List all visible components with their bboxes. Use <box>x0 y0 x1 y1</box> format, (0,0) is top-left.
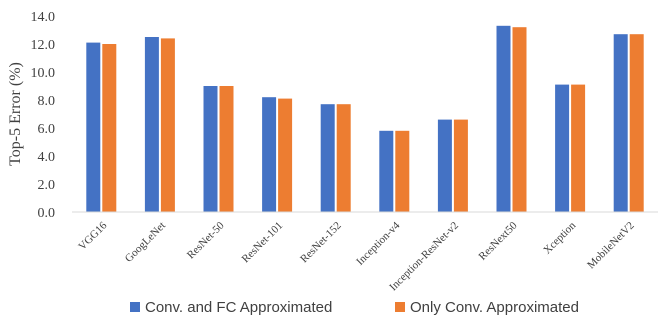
bar <box>379 130 394 212</box>
bar <box>496 25 511 212</box>
bar <box>453 119 468 212</box>
y-axis: 0.0 2.0 4.0 6.0 8.0 10.0 12.0 14.0 <box>31 10 56 221</box>
bar <box>336 104 351 212</box>
bar <box>555 84 570 212</box>
y-tick-label: 0.0 <box>38 206 56 221</box>
y-tick-label: 6.0 <box>38 122 56 137</box>
bar <box>395 130 410 212</box>
x-tick-label: GoogLeNet <box>123 220 168 265</box>
bar <box>160 38 175 213</box>
bar <box>437 119 452 212</box>
bar <box>86 42 101 212</box>
bar <box>629 34 644 213</box>
y-tick-label: 12.0 <box>31 38 56 53</box>
bar <box>203 86 218 212</box>
legend-swatch <box>130 302 140 312</box>
x-tick-label: ResNet-101 <box>240 220 286 266</box>
bar <box>219 86 234 212</box>
x-tick-label: MobileNetV2 <box>585 220 637 272</box>
legend: Conv. and FC Approximated Only Conv. Appr… <box>130 299 579 316</box>
bar <box>512 27 527 213</box>
x-tick-label: ResNext50 <box>477 219 520 262</box>
bar <box>571 84 586 212</box>
bars <box>86 25 644 213</box>
bar <box>320 104 335 212</box>
y-axis-title: Top-5 Error (%) <box>7 62 24 166</box>
legend-swatch <box>395 302 405 312</box>
x-tick-label: Inception-v4 <box>354 219 403 268</box>
bar <box>613 34 628 213</box>
bar <box>278 98 293 212</box>
x-tick-label: ResNet-152 <box>298 220 344 266</box>
x-tick-label: ResNet-50 <box>185 219 227 261</box>
x-axis-labels: VGG16 GoogLeNet ResNet-50 ResNet-101 ResNet-… <box>76 219 637 293</box>
x-tick-label: Xception <box>541 219 578 256</box>
legend-label: Conv. and FC Approximated <box>145 299 332 316</box>
bar <box>144 37 159 212</box>
legend-label: Only Conv. Approximated <box>410 299 579 316</box>
y-tick-label: 10.0 <box>31 66 56 81</box>
y-tick-label: 4.0 <box>38 150 56 165</box>
y-tick-label: 14.0 <box>31 10 56 25</box>
bar <box>102 44 117 212</box>
bar <box>262 97 277 212</box>
y-tick-label: 8.0 <box>38 94 56 109</box>
y-tick-label: 2.0 <box>38 178 56 193</box>
x-tick-label: VGG16 <box>76 219 109 252</box>
